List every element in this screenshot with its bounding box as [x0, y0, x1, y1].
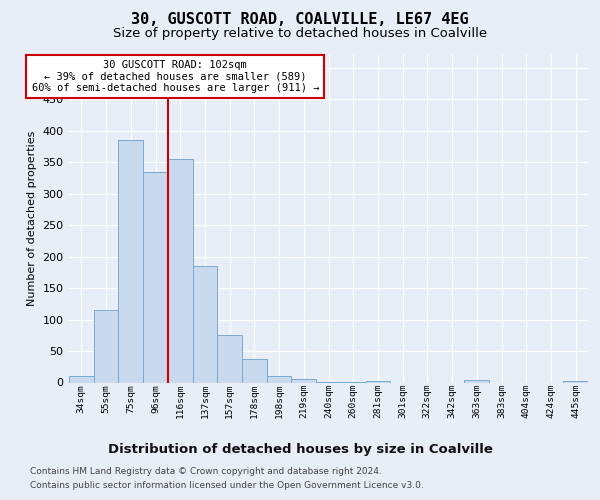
- Bar: [292, 378, 316, 382]
- Text: Contains public sector information licensed under the Open Government Licence v3: Contains public sector information licen…: [30, 481, 424, 490]
- Bar: [217, 336, 242, 382]
- Bar: [464, 380, 489, 382]
- Text: Contains HM Land Registry data © Crown copyright and database right 2024.: Contains HM Land Registry data © Crown c…: [30, 468, 382, 476]
- Bar: [118, 140, 143, 382]
- Text: 30, GUSCOTT ROAD, COALVILLE, LE67 4EG: 30, GUSCOTT ROAD, COALVILLE, LE67 4EG: [131, 12, 469, 28]
- Bar: [143, 172, 168, 382]
- Bar: [267, 376, 292, 382]
- Bar: [242, 358, 267, 382]
- Bar: [69, 376, 94, 382]
- Y-axis label: Number of detached properties: Number of detached properties: [27, 131, 37, 306]
- Text: Size of property relative to detached houses in Coalville: Size of property relative to detached ho…: [113, 28, 487, 40]
- Bar: [168, 159, 193, 382]
- Text: 30 GUSCOTT ROAD: 102sqm
← 39% of detached houses are smaller (589)
60% of semi-d: 30 GUSCOTT ROAD: 102sqm ← 39% of detache…: [32, 60, 319, 93]
- Bar: [94, 310, 118, 382]
- Bar: [563, 380, 588, 382]
- Text: Distribution of detached houses by size in Coalville: Distribution of detached houses by size …: [107, 442, 493, 456]
- Bar: [193, 266, 217, 382]
- Bar: [365, 380, 390, 382]
